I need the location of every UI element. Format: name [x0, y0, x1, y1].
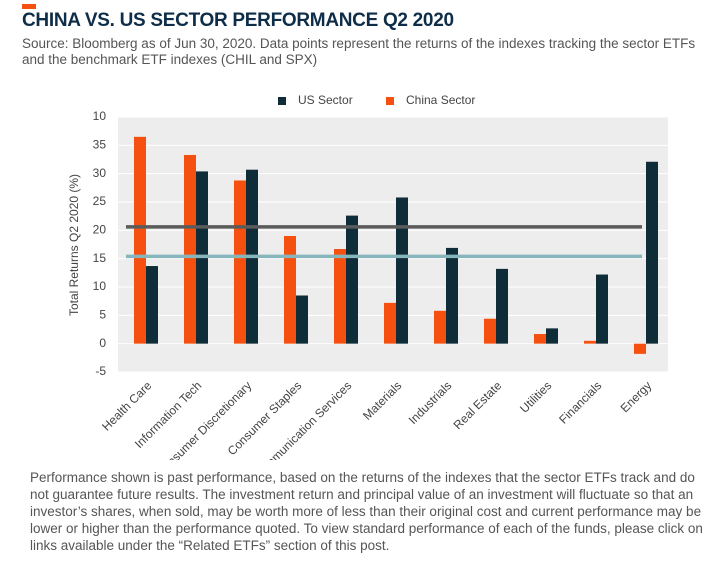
bar — [396, 197, 408, 344]
bar — [134, 136, 146, 344]
bar — [596, 274, 608, 344]
legend-label: US Sector — [298, 93, 353, 107]
accent-dash — [22, 4, 36, 9]
chart-title: CHINA VS. US SECTOR PERFORMANCE Q2 2020 — [22, 10, 454, 31]
y-tick-label: 20 — [93, 223, 107, 237]
y-tick-label: 10 — [93, 279, 107, 293]
y-axis-label: Total Returns Q2 2020 (%) — [67, 174, 81, 316]
legend-swatch — [278, 97, 286, 105]
bar — [646, 161, 658, 344]
x-tick-label: Financials — [556, 378, 604, 426]
legend-label: China Sector — [406, 93, 475, 107]
bar — [446, 247, 458, 344]
bar — [384, 302, 396, 344]
y-tick-label: 35 — [93, 138, 107, 152]
bar — [584, 340, 596, 344]
y-tick-label: 15 — [93, 251, 107, 265]
bar — [284, 236, 296, 344]
x-tick-label: Industrials — [406, 378, 455, 427]
bar — [346, 215, 358, 344]
y-tick-label: 30 — [93, 166, 107, 180]
bar — [534, 334, 546, 344]
y-tick-label: 10 — [93, 109, 107, 123]
bar — [234, 180, 246, 344]
y-tick-label: -5 — [95, 364, 106, 378]
x-tick-label: Energy — [618, 378, 655, 415]
bar — [184, 154, 196, 344]
bar — [546, 328, 558, 344]
x-tick-label: Utilities — [517, 378, 554, 415]
y-tick-label: 0 — [99, 336, 106, 350]
bar — [634, 343, 646, 354]
bar — [484, 318, 496, 344]
bar — [496, 268, 508, 344]
y-tick-label: 25 — [93, 194, 107, 208]
y-tick-label: 5 — [99, 308, 106, 322]
bar — [146, 266, 158, 344]
bar — [296, 295, 308, 344]
chart-subtitle: Source: Bloomberg as of Jun 30, 2020. Da… — [22, 36, 696, 67]
x-tick-label: Real Estate — [451, 378, 505, 432]
chart: Total Returns Q2 2020 (%) -5 0 5 10 15 20 25 30… — [67, 93, 668, 460]
bar — [334, 249, 346, 344]
legend-swatch — [386, 97, 394, 105]
footnote: Performance shown is past performance, b… — [30, 470, 703, 553]
bar — [434, 310, 446, 344]
x-tick-label: Materials — [360, 378, 404, 422]
